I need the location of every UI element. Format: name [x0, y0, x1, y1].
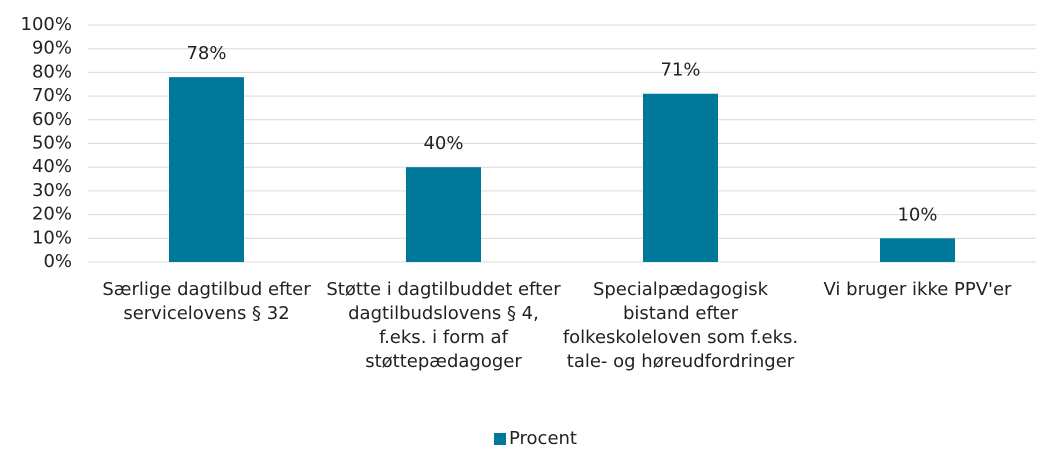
- y-tick-label: 30%: [32, 180, 72, 201]
- x-tick-label: Vi bruger ikke PPV'er: [823, 279, 1012, 300]
- legend-item: Procent: [494, 428, 577, 449]
- y-tick-label: 40%: [32, 156, 72, 177]
- data-label: 78%: [186, 43, 226, 64]
- data-label: 40%: [423, 133, 463, 154]
- y-tick-label: 20%: [32, 204, 72, 225]
- y-tick-label: 0%: [43, 251, 72, 272]
- x-tick-label: Specialpædagogisk bistand efter folkesko…: [562, 279, 799, 372]
- y-tick-label: 60%: [32, 109, 72, 130]
- y-tick-label: 100%: [21, 14, 72, 35]
- bar: [643, 93, 718, 262]
- y-tick-label: 70%: [32, 85, 72, 106]
- y-tick-label: 50%: [32, 133, 72, 154]
- data-label: 10%: [897, 204, 937, 225]
- bar: [169, 77, 244, 262]
- y-tick-label: 10%: [32, 227, 72, 248]
- legend-label: Procent: [509, 428, 577, 449]
- y-tick-label: 90%: [32, 38, 72, 59]
- x-tick-label: Støtte i dagtilbuddet efter dagtilbudslo…: [326, 279, 561, 372]
- legend-swatch: [494, 432, 506, 445]
- data-label: 71%: [660, 60, 700, 81]
- bar: [406, 167, 481, 262]
- x-tick-label: Særlige dagtilbud efter servicelovens § …: [102, 279, 311, 324]
- y-tick-label: 80%: [32, 61, 72, 82]
- bar: [880, 238, 955, 262]
